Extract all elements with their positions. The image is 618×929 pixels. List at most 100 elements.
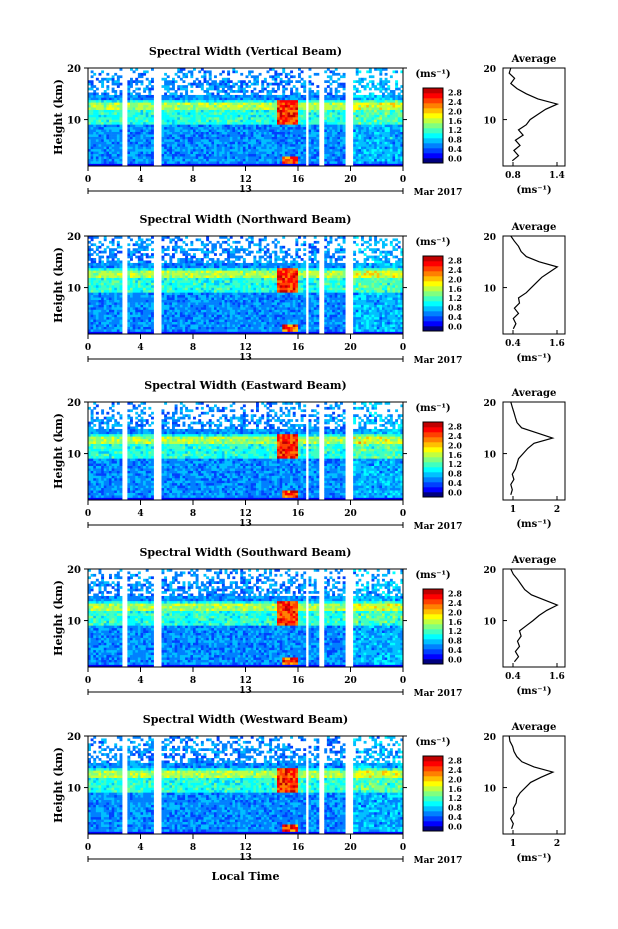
heatmap-cell: [143, 148, 147, 152]
heatmap-cell: [140, 255, 144, 259]
heatmap-cell: [127, 112, 131, 115]
heatmap-cell: [221, 131, 225, 135]
heatmap-cell: [130, 109, 133, 113]
heatmap-cell: [224, 146, 228, 150]
heatmap-cell: [303, 82, 307, 86]
heatmap-cell: [187, 285, 191, 288]
heatmap-cell: [103, 309, 107, 313]
heatmap-cell: [287, 156, 291, 159]
heatmap-cell: [248, 158, 252, 162]
heatmap-cell: [229, 97, 233, 101]
heatmap-cell: [208, 161, 212, 164]
heatmap-cell: [229, 119, 233, 123]
heatmap-cell: [376, 107, 380, 110]
heatmap-cell: [132, 280, 136, 283]
heatmap-cell: [206, 94, 210, 98]
heatmap-cell: [101, 143, 105, 147]
heatmap-cell: [358, 134, 362, 137]
heatmap-cell: [279, 114, 283, 118]
heatmap-cell: [395, 104, 399, 108]
heatmap-cell: [151, 85, 154, 88]
heatmap-cell: [182, 107, 186, 110]
heatmap-cell: [151, 112, 154, 115]
heatmap-cell: [187, 109, 191, 113]
heatmap-cell: [88, 331, 91, 335]
heatmap-cell: [135, 272, 139, 276]
heatmap-cell: [185, 297, 189, 300]
heatmap-cell: [140, 82, 144, 86]
heatmap-cell: [229, 94, 233, 98]
heatmap-cell: [290, 87, 294, 91]
heatmap-cell: [119, 68, 123, 71]
heatmap-cell: [206, 151, 210, 155]
heatmap-cell: [185, 329, 189, 332]
heatmap-cell: [179, 250, 183, 254]
heatmap-cell: [237, 117, 241, 120]
heatmap-cell: [274, 136, 278, 140]
heatmap-cell: [169, 139, 173, 142]
heatmap-cell: [106, 275, 110, 278]
heatmap-cell: [298, 161, 301, 164]
heatmap-cell: [88, 248, 91, 251]
heatmap-cell: [200, 117, 204, 120]
heatmap-cell: [211, 136, 215, 140]
heatmap-cell: [174, 126, 178, 130]
heatmap-cell: [214, 136, 217, 140]
heatmap-cell: [90, 153, 94, 157]
heatmap-cell: [277, 158, 280, 162]
heatmap-cell: [342, 92, 346, 96]
heatmap-cell: [132, 331, 136, 335]
heatmap-cell: [145, 253, 149, 256]
heatmap-cell: [363, 139, 367, 142]
heatmap-cell: [337, 109, 341, 113]
heatmap-cell: [132, 114, 136, 118]
heatmap-cell: [93, 109, 97, 113]
panel-1: Spectral Width (Vertical Beam)2010Height…: [52, 45, 566, 198]
heatmap-cell: [298, 117, 301, 120]
heatmap-cell: [164, 126, 168, 130]
heatmap-cell: [195, 141, 199, 145]
heatmap-cell: [114, 99, 118, 103]
heatmap-cell: [382, 158, 385, 162]
heatmap-cell: [203, 119, 207, 123]
heatmap-cell: [242, 136, 246, 140]
heatmap-cell: [137, 331, 141, 335]
heatmap-cell: [143, 90, 147, 93]
heatmap-cell: [148, 109, 152, 113]
heatmap-cell: [282, 97, 286, 101]
heatmap-cell: [313, 119, 317, 123]
heatmap-cell: [90, 238, 94, 242]
heatmap-cell: [166, 90, 170, 93]
heatmap-cell: [103, 143, 107, 147]
heatmap-cell: [190, 82, 194, 86]
heatmap-cell: [137, 277, 141, 281]
heatmap-cell: [248, 104, 252, 108]
heatmap-cell: [166, 163, 170, 167]
heatmap-cell: [355, 129, 359, 132]
heatmap-cell: [145, 107, 149, 110]
heatmap-cell: [400, 129, 404, 132]
heatmap-cell: [174, 92, 178, 96]
heatmap-cell: [200, 112, 204, 115]
heatmap-cell: [182, 99, 186, 103]
heatmap-cell: [240, 119, 244, 123]
heatmap-cell: [384, 156, 388, 159]
heatmap-cell: [227, 85, 231, 88]
heatmap-cell: [145, 117, 149, 120]
heatmap-cell: [311, 82, 315, 86]
x-tick-label: 20: [344, 175, 357, 185]
heatmap-cell: [114, 136, 118, 140]
heatmap-cell: [130, 117, 133, 120]
heatmap-cell: [258, 94, 262, 98]
heatmap-cell: [363, 121, 367, 125]
heatmap-cell: [182, 87, 186, 91]
heatmap-cell: [143, 112, 147, 115]
heatmap-cell: [106, 255, 110, 259]
heatmap-cell: [313, 136, 317, 140]
heatmap-cell: [132, 126, 136, 130]
heatmap-cell: [143, 294, 147, 298]
heatmap-cell: [164, 319, 168, 323]
heatmap-cell: [195, 99, 199, 103]
heatmap-cell: [221, 121, 225, 125]
heatmap-cell: [216, 141, 220, 145]
